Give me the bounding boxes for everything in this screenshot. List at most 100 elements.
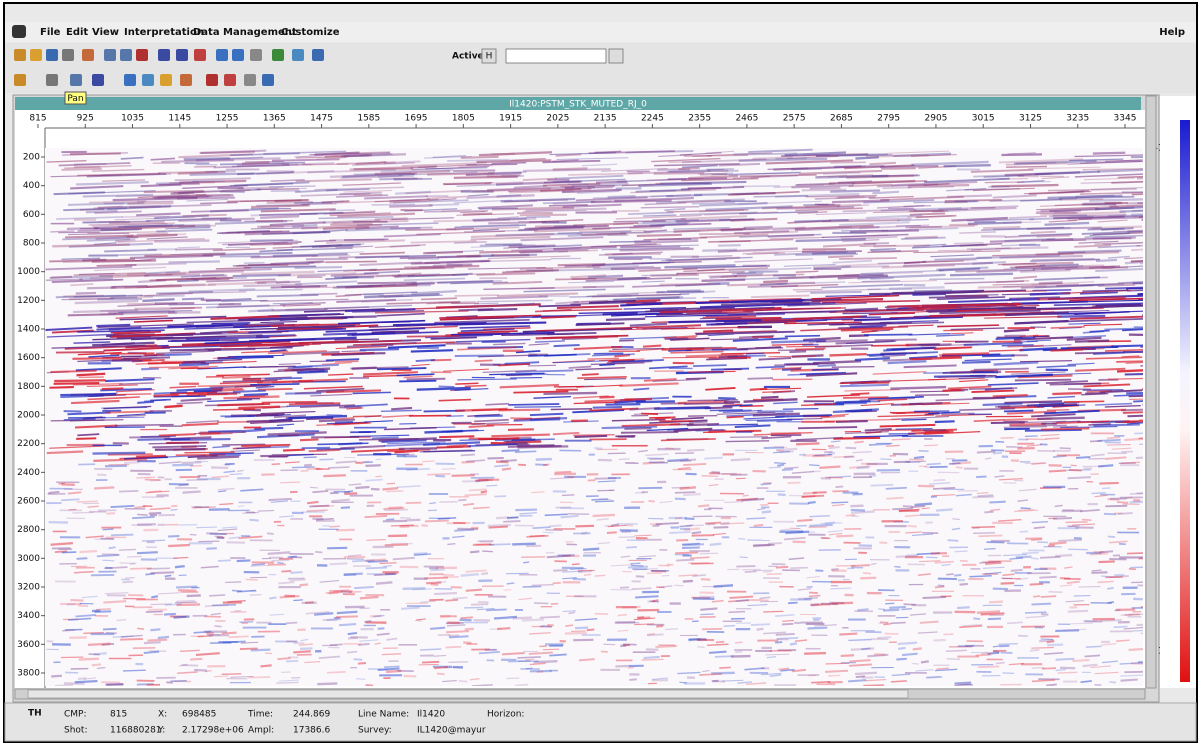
seismic-reflection — [424, 578, 448, 579]
y-tick-label: 1200 — [17, 296, 40, 306]
toolbar-icon[interactable] — [142, 74, 154, 86]
h-button-label[interactable]: H — [486, 52, 493, 62]
seismic-reflection — [1121, 462, 1140, 463]
toolbar-icon[interactable] — [136, 49, 148, 61]
seismic-reflection — [200, 203, 237, 204]
menu-item[interactable]: Interpretation — [124, 27, 204, 38]
seismic-reflection — [94, 487, 114, 488]
seismic-reflection — [49, 387, 73, 388]
seismic-reflection — [357, 282, 416, 283]
seismic-reflection — [421, 298, 457, 299]
seismic-reflection — [442, 469, 456, 470]
toolbar-icon[interactable] — [206, 74, 218, 86]
seismic-reflection — [993, 651, 999, 652]
toolbar-icon[interactable] — [216, 49, 228, 61]
y-tick-label: 800 — [23, 239, 40, 249]
toolbar-icon[interactable] — [158, 49, 170, 61]
seismic-reflection — [836, 536, 853, 537]
seismic-reflection — [864, 334, 912, 335]
seismic-reflection — [315, 552, 322, 553]
toolbar-icon[interactable] — [262, 74, 274, 86]
toolbar-icon[interactable] — [160, 74, 172, 86]
seismic-reflection — [486, 609, 507, 610]
seismic-reflection — [304, 465, 312, 466]
seismic-reflection — [508, 404, 559, 405]
help-menu[interactable]: Help — [1159, 27, 1185, 38]
seismic-reflection — [317, 683, 337, 684]
seismic-reflection — [470, 551, 479, 552]
toolbar-icon[interactable] — [312, 49, 324, 61]
toolbar-icon[interactable] — [250, 49, 262, 61]
seismic-reflection — [130, 563, 137, 564]
toolbar-icon[interactable] — [92, 74, 104, 86]
seismic-reflection — [309, 450, 341, 451]
seismic-reflection — [596, 182, 627, 183]
active-input[interactable] — [506, 49, 606, 63]
v-scrollbar[interactable] — [1146, 96, 1156, 688]
toolbar-icon[interactable] — [46, 74, 58, 86]
seismic-reflection — [56, 352, 104, 353]
toolbar-icon[interactable] — [272, 49, 284, 61]
seismic-reflection — [336, 616, 358, 617]
x-tick-label: 2465 — [735, 114, 758, 124]
toolbar-icon[interactable] — [30, 49, 42, 61]
toolbar-icon[interactable] — [232, 49, 244, 61]
menu-item[interactable]: Edit — [66, 27, 88, 38]
menu-item[interactable]: File — [40, 27, 61, 38]
seismic-reflection — [828, 453, 835, 454]
seismic-reflection — [973, 533, 995, 534]
seismic-reflection — [802, 496, 824, 497]
seismic-reflection — [394, 179, 432, 180]
toolbar-icon[interactable] — [124, 74, 136, 86]
seismic-reflection — [543, 464, 549, 465]
toolbar-icon[interactable] — [14, 49, 26, 61]
seismic-reflection — [297, 164, 349, 165]
menu-item[interactable]: View — [92, 27, 119, 38]
toolbar-icon[interactable] — [82, 49, 94, 61]
h-scroll-thumb[interactable] — [28, 690, 908, 698]
seismic-reflection — [703, 330, 733, 331]
seismic-reflection — [977, 493, 989, 494]
seismic-reflection — [508, 661, 531, 662]
toolbar-icon[interactable] — [120, 49, 132, 61]
toolbar-icon[interactable] — [180, 74, 192, 86]
seismic-reflection — [183, 492, 201, 493]
seismic-reflection — [615, 436, 635, 437]
seismic-reflection — [1069, 470, 1082, 471]
toolbar-icon[interactable] — [62, 49, 74, 61]
toolbar-icon[interactable] — [70, 74, 82, 86]
toolbar-icon[interactable] — [176, 49, 188, 61]
seismic-reflection — [526, 536, 548, 537]
seismic-reflection — [1110, 682, 1116, 683]
seismic-reflection — [222, 674, 242, 675]
seismic-reflection — [190, 534, 197, 535]
seismic-reflection — [190, 659, 202, 660]
seismic-reflection — [109, 547, 116, 548]
input-button[interactable] — [609, 49, 623, 63]
menu-items: FileEditViewInterpretationData Managemen… — [40, 27, 340, 38]
menu-item[interactable]: Customize — [281, 27, 340, 38]
status-label: Shot: — [64, 726, 87, 736]
toolbar-icon[interactable] — [14, 74, 26, 86]
seismic-reflection — [1067, 582, 1080, 583]
seismic-reflection — [144, 355, 165, 356]
seismic-reflection — [214, 676, 228, 677]
seismic-reflection — [587, 630, 595, 631]
toolbar-icon[interactable] — [292, 49, 304, 61]
toolbar-icon[interactable] — [194, 49, 206, 61]
seismic-reflection — [619, 459, 630, 460]
toolbar-icon[interactable] — [104, 49, 116, 61]
seismic-reflection — [832, 603, 854, 604]
status-value: 2.17298e+06 — [182, 726, 244, 736]
seismic-reflection — [277, 563, 283, 564]
toolbar-icon[interactable] — [244, 74, 256, 86]
seismic-reflection — [449, 636, 468, 637]
toolbar-icon[interactable] — [224, 74, 236, 86]
seismic-reflection — [761, 397, 778, 398]
seismic-reflection — [1018, 510, 1034, 511]
toolbar-icon[interactable] — [46, 49, 58, 61]
seismic-reflection — [221, 300, 267, 301]
seismic-reflection — [453, 667, 463, 668]
seismic-reflection — [88, 644, 110, 645]
seismic-reflection — [763, 571, 772, 572]
